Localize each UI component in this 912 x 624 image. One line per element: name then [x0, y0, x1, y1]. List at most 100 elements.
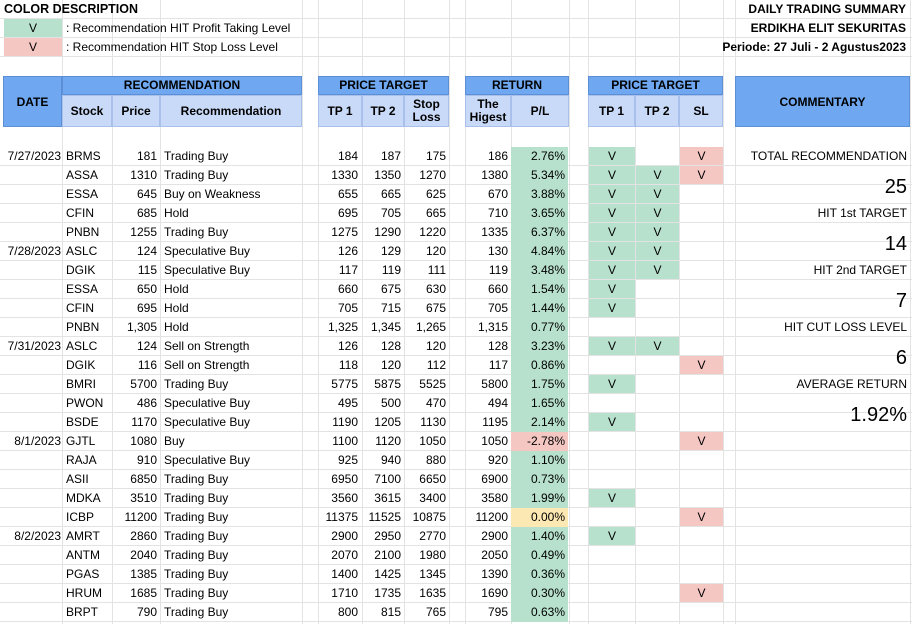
cell-high: 795 [487, 605, 508, 619]
cell-stock: AMRT [66, 529, 100, 543]
cell-rec: Buy [164, 434, 185, 448]
cell-tp1: 126 [337, 244, 358, 258]
hit-cut-loss-value: 6 [895, 347, 907, 369]
hit-h2-mark [636, 565, 679, 583]
cell-rec: Trading Buy [164, 548, 229, 562]
cell-pl: 6.37% [511, 223, 568, 242]
cell-rec: Hold [164, 301, 189, 315]
cell-pl: 5.34% [511, 166, 568, 185]
cell-pl: 3.88% [511, 185, 568, 204]
cell-date [4, 565, 61, 584]
cell-tp1: 11375 [325, 510, 358, 524]
cell-tp2: 1350 [374, 168, 401, 182]
hit-h1-mark: V [589, 166, 635, 184]
cell-stock: CFIN [66, 206, 94, 220]
cell-date: 7/31/2023 [7, 339, 61, 353]
cell-date: 8/1/2023 [14, 434, 61, 448]
cell-tp1: 2070 [331, 548, 358, 562]
cell-pl: 0.63% [511, 603, 568, 622]
cell-rec: Trading Buy [164, 377, 229, 391]
cell-sl: 470 [425, 396, 446, 410]
cell-sl: 1980 [419, 548, 446, 562]
price-target-hit-header: PRICE TARGET [588, 76, 723, 95]
cell-rec: Buy on Weakness [164, 187, 261, 201]
cell-tp1: 800 [337, 605, 358, 619]
cell-pl: 1.54% [511, 280, 568, 299]
legend-title: COLOR DESCRIPTION [4, 2, 139, 16]
cell-tp2: 665 [380, 187, 401, 201]
cell-tp2: 815 [380, 605, 401, 619]
hit-hs-mark [680, 242, 723, 260]
price-header: Price [112, 95, 160, 127]
cell-high: 5800 [481, 377, 508, 391]
pl-header: P/L [511, 95, 569, 127]
cell-price: 124 [136, 244, 157, 258]
stock-header: Stock [62, 95, 112, 127]
tp1-hit-header: TP 1 [588, 95, 635, 127]
cell-high: 6900 [481, 472, 508, 486]
cell-sl: 1270 [419, 168, 446, 182]
cell-tp1: 2900 [331, 529, 358, 543]
cell-pl: 0.00% [511, 508, 568, 527]
hit-h1-mark [589, 394, 635, 412]
average-return-value: 1.92% [850, 404, 907, 426]
cell-price: 1385 [130, 567, 157, 581]
hit-h2-mark: V [636, 185, 679, 203]
hit-h1-mark [589, 508, 635, 526]
cell-sl: 10875 [412, 510, 446, 524]
cell-date [4, 470, 61, 489]
hit-h1-mark [589, 546, 635, 564]
cell-tp2: 2950 [374, 529, 401, 543]
hit-h2-mark [636, 299, 679, 317]
hit-h1-mark [589, 356, 635, 374]
cell-high: 1050 [481, 434, 508, 448]
cell-sl: 1050 [419, 434, 446, 448]
cell-rec: Trading Buy [164, 472, 229, 486]
cell-tp2: 1205 [374, 415, 401, 429]
cell-stock: GJTL [66, 434, 96, 448]
cell-tp1: 695 [337, 206, 358, 220]
cell-rec: Hold [164, 282, 189, 296]
cell-tp2: 5875 [374, 377, 401, 391]
cell-sl: 665 [425, 206, 446, 220]
cell-date [4, 204, 61, 223]
hit-h2-mark [636, 546, 679, 564]
cell-rec: Hold [164, 206, 189, 220]
cell-tp2: 1,345 [370, 320, 401, 334]
hit-hs-mark [680, 394, 723, 412]
cell-sl: 2770 [419, 529, 446, 543]
cell-date [4, 166, 61, 185]
hit-h2-mark: V [636, 337, 679, 355]
cell-tp2: 3615 [374, 491, 401, 505]
hit-h1-mark: V [589, 185, 635, 203]
hit-h2-mark [636, 280, 679, 298]
hit-h1-mark: V [589, 280, 635, 298]
cell-stock: ANTM [66, 548, 100, 562]
legend-red-swatch: V [4, 38, 62, 56]
cell-price: 11200 [124, 510, 157, 524]
cell-high: 119 [488, 263, 508, 277]
cell-high: 130 [487, 244, 508, 258]
hit-h2-mark [636, 527, 679, 545]
cell-tp1: 126 [337, 339, 358, 353]
cell-tp1: 1100 [332, 434, 358, 448]
legend-green-swatch: V [4, 19, 62, 37]
cell-tp2: 119 [381, 263, 401, 277]
hit-h1-mark [589, 432, 635, 450]
cell-high: 2900 [481, 529, 508, 543]
cell-date [4, 318, 61, 337]
cell-stock: CFIN [66, 301, 94, 315]
cell-price: 1255 [130, 225, 157, 239]
cell-pl: 0.86% [511, 356, 568, 375]
price-target-header: PRICE TARGET [318, 76, 449, 95]
cell-pl: 1.40% [511, 527, 568, 546]
cell-sl: 5525 [419, 377, 446, 391]
cell-date [4, 546, 61, 565]
hit-hs-mark [680, 299, 723, 317]
cell-price: 181 [136, 149, 157, 163]
hit-hs-mark: V [680, 584, 723, 602]
return-header: RETURN [465, 76, 569, 95]
recommendation-header: RECOMMENDATION [62, 76, 302, 95]
cell-price: 650 [136, 282, 157, 296]
cell-stock: DGIK [66, 263, 96, 277]
